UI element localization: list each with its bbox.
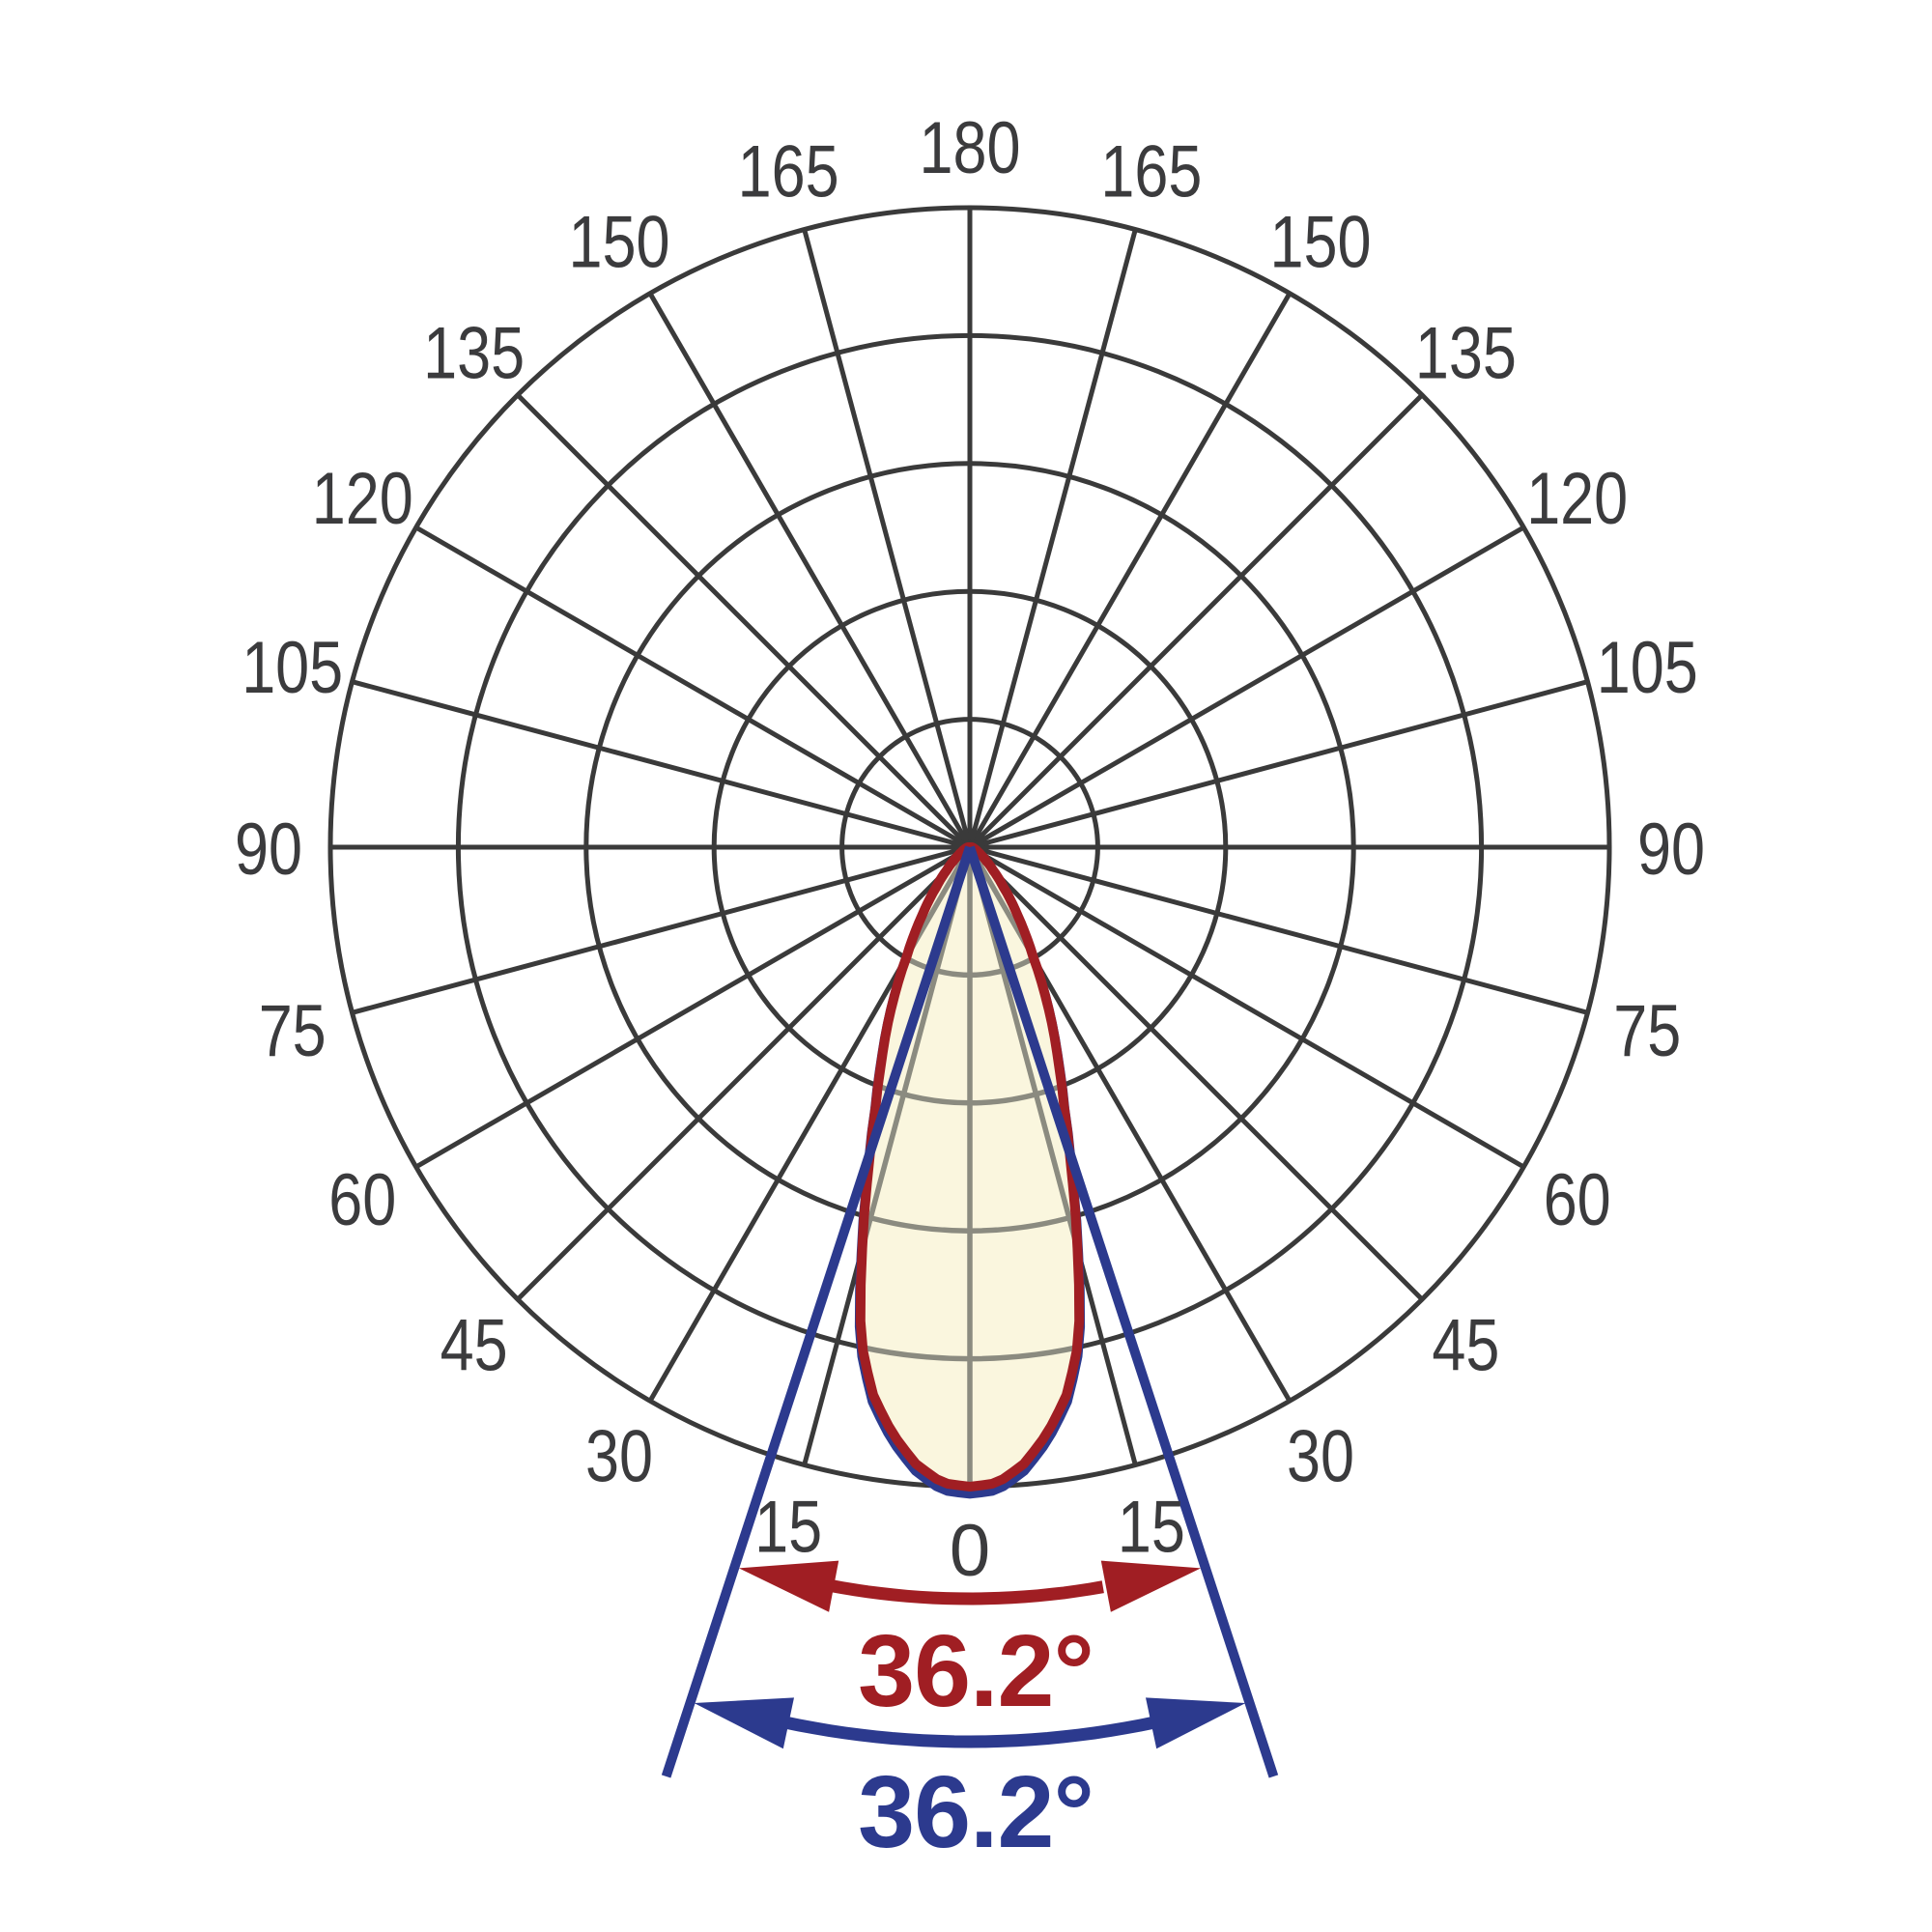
- beam-angle-rays: [661, 845, 1279, 1778]
- dimension-arrowhead: [1100, 1560, 1202, 1612]
- grid-radial: [968, 525, 1525, 850]
- c0-beam-angle-value: 36.2°: [858, 1614, 1094, 1728]
- angle-tick-label: 120: [312, 458, 413, 540]
- dimension-arrowhead: [738, 1560, 839, 1612]
- angle-tick-label: 75: [1613, 990, 1681, 1072]
- grid-radial: [969, 844, 1589, 1015]
- angle-tick-label: 30: [585, 1416, 653, 1498]
- grid-radial: [967, 292, 1293, 849]
- angle-tick-label: 15: [754, 1486, 822, 1568]
- grid-radial: [968, 393, 1424, 849]
- angle-tick-label: 45: [1432, 1304, 1499, 1386]
- beam-angle-ray-right: [965, 845, 1279, 1778]
- c90-beam-angle-dimension: [694, 1697, 1246, 1749]
- angle-tick-label: 165: [1100, 131, 1202, 213]
- grid-radial: [414, 844, 972, 1170]
- angle-tick-label: 135: [423, 313, 525, 395]
- grid-radial: [516, 393, 972, 849]
- angle-tick-label: 60: [328, 1159, 396, 1241]
- angle-tick-label: 105: [242, 627, 343, 709]
- beam-angle-ray-left: [661, 845, 975, 1778]
- grid-radial: [860, 847, 973, 1466]
- angle-tick-label: 90: [235, 809, 302, 891]
- grid-radial: [969, 679, 1589, 850]
- grid-radial: [647, 292, 973, 849]
- grid-radial: [968, 845, 1424, 1301]
- c90-beam-angle-value: 36.2°: [858, 1755, 1094, 1869]
- angle-tick-label: 75: [259, 990, 327, 1072]
- c0-beam-angle-dimension: [738, 1560, 1202, 1612]
- grid-radial: [968, 844, 1525, 1170]
- angle-tick-label: 45: [440, 1304, 508, 1386]
- angle-tick-label: 105: [1597, 627, 1698, 709]
- dimension-arrowhead: [1146, 1697, 1246, 1749]
- grid-radial: [414, 525, 972, 850]
- dimension-arc: [828, 1578, 1104, 1605]
- angle-tick-label: 150: [1270, 201, 1372, 283]
- angle-tick-label: 90: [1637, 809, 1705, 891]
- angle-tick-label: 30: [1287, 1416, 1354, 1498]
- grid-radial: [967, 228, 1138, 848]
- c0-beam-curve: [855, 842, 1085, 1492]
- dimension-arrowhead: [694, 1697, 794, 1749]
- grid-radial: [516, 845, 972, 1301]
- angle-tick-label: 165: [738, 131, 839, 213]
- angle-tick-label: 15: [1118, 1486, 1185, 1568]
- angle-tick-label: 60: [1544, 1159, 1611, 1241]
- dimension-arc: [782, 1716, 1157, 1748]
- angle-tick-label: 0: [950, 1510, 990, 1592]
- angle-tick-label: 150: [569, 201, 670, 283]
- grid-radial: [967, 847, 1080, 1466]
- grid-radial: [351, 844, 971, 1015]
- angle-labels: 0 180 15 15 30 30 45 45 60 60 75 75 90 90 105 105 120 120…: [235, 107, 1705, 1592]
- angle-tick-label: 120: [1526, 458, 1628, 540]
- grid-radial: [802, 228, 973, 848]
- grid-radial: [351, 679, 971, 850]
- angle-tick-label: 180: [920, 107, 1021, 189]
- angle-tick-label: 135: [1415, 313, 1517, 395]
